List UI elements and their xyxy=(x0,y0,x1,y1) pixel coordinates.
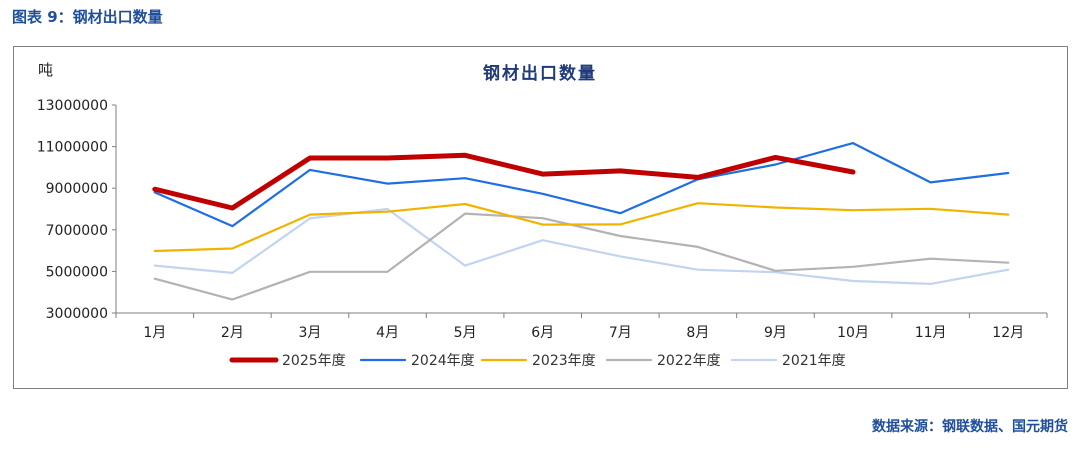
source-note: 数据来源：钢联数据、国元期货 xyxy=(872,419,1068,435)
legend-label: 2022年度 xyxy=(657,353,721,369)
figure-title: 图表 9：钢材出口数量 xyxy=(12,8,163,26)
x-tick-label: 10月 xyxy=(837,325,869,341)
x-tick-label: 8月 xyxy=(686,325,709,341)
x-tick-label: 1月 xyxy=(143,325,166,341)
legend-label: 2021年度 xyxy=(782,353,846,369)
series-line-2022年度 xyxy=(153,212,1010,301)
x-tick-label: 9月 xyxy=(764,325,787,341)
x-tick-label: 2月 xyxy=(221,325,244,341)
y-tick-label: 9000000 xyxy=(46,181,108,197)
legend-label: 2024年度 xyxy=(411,353,475,369)
legend: 2025年度 2024年度 2023年度 2022年度 2021年度 xyxy=(229,353,846,369)
x-tick-label: 12月 xyxy=(992,325,1024,341)
y-tick-label: 5000000 xyxy=(46,264,108,280)
legend-label: 2025年度 xyxy=(282,353,346,369)
x-tick-label: 11月 xyxy=(915,325,947,341)
series-line-2025年度 xyxy=(152,152,856,211)
chart-title: 钢材出口数量 xyxy=(483,63,597,84)
unit-label: 吨 xyxy=(38,61,53,79)
y-tick-label: 11000000 xyxy=(37,140,108,156)
y-tick-label: 13000000 xyxy=(37,98,108,114)
line-chart: 吨 钢材出口数量 13000000 11000000 9000000 7000000 5… xyxy=(37,61,1048,369)
y-tick-label: 7000000 xyxy=(46,223,108,239)
series-line-2023年度 xyxy=(153,202,1010,253)
series-line-2024年度 xyxy=(153,141,1010,228)
x-tick-label: 4月 xyxy=(376,325,399,341)
y-tick-label: 3000000 xyxy=(46,306,108,322)
x-tick-label: 6月 xyxy=(531,325,554,341)
chart-frame: 吨 钢材出口数量 13000000 11000000 9000000 7000000 5… xyxy=(13,46,1068,389)
x-tick-label: 5月 xyxy=(454,325,477,341)
legend-label: 2023年度 xyxy=(532,353,596,369)
x-tick-label: 3月 xyxy=(298,325,321,341)
series-line-2021年度 xyxy=(153,207,1010,285)
series-layer xyxy=(152,141,1010,301)
axes: 13000000 11000000 9000000 7000000 5000000 300… xyxy=(37,98,1048,341)
x-tick-label: 7月 xyxy=(609,325,632,341)
